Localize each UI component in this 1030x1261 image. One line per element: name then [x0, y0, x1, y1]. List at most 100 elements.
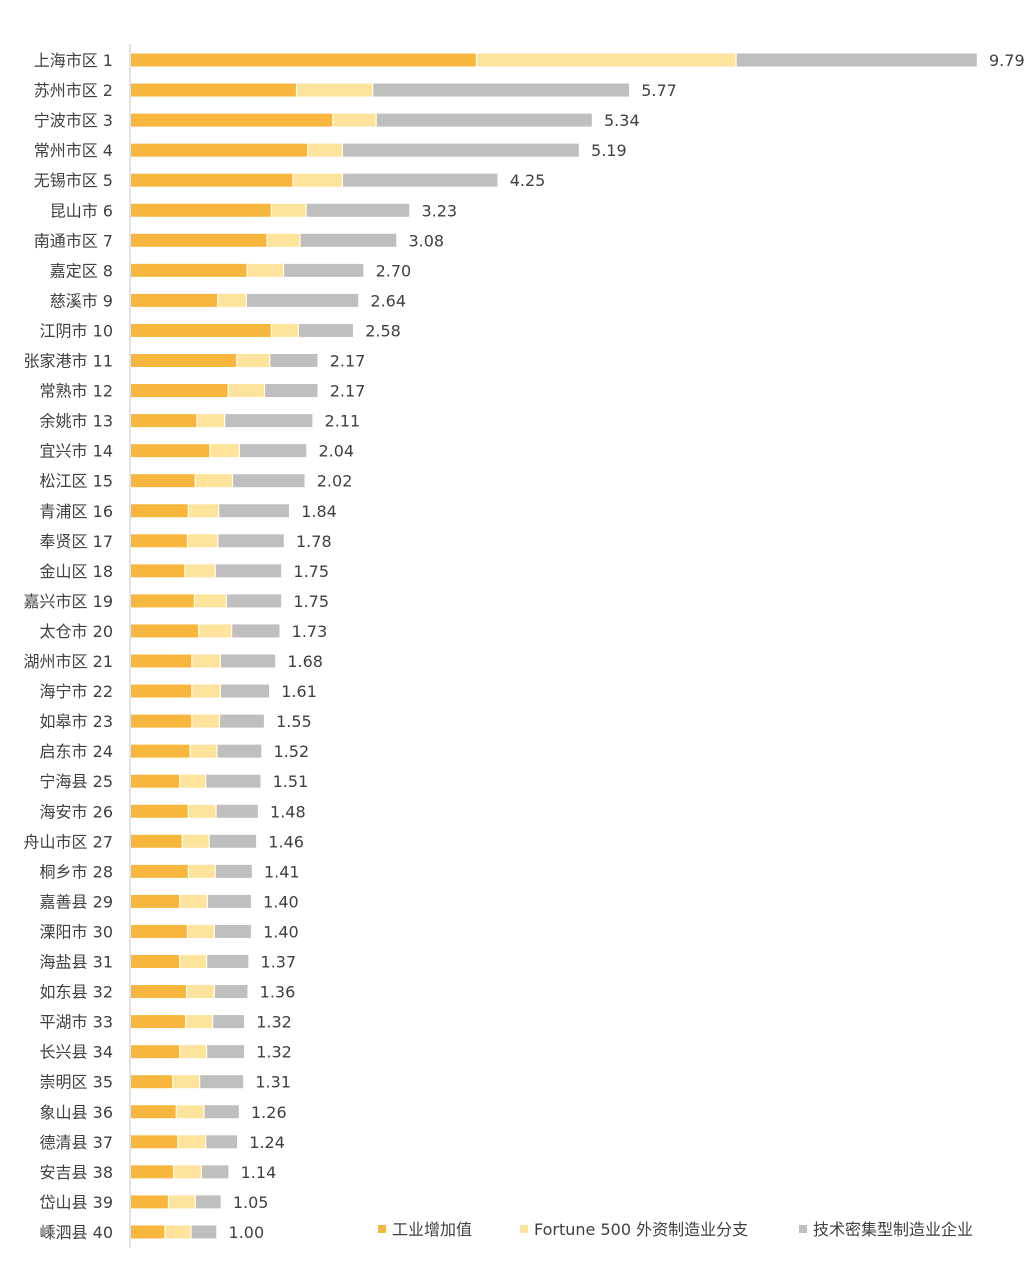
- bar-segment-series-1-row-12: [131, 384, 228, 398]
- bar-segment-series-1-row-29: [131, 894, 180, 908]
- total-value-label: 1.51: [273, 772, 309, 791]
- bar-segment-series-3-row-17: [218, 534, 284, 548]
- bar-segment-series-2-row-24: [190, 744, 217, 758]
- bar-segment-series-1-row-27: [131, 834, 182, 848]
- bar-segment-series-2-row-4: [308, 143, 342, 157]
- category-label: 宁海县 25: [40, 772, 113, 791]
- total-value-label: 2.70: [376, 261, 412, 280]
- category-label: 嘉善县 29: [40, 892, 113, 911]
- total-value-label: 1.37: [261, 953, 297, 972]
- bar-segment-series-1-row-3: [131, 113, 333, 127]
- bar-segment-series-2-row-2: [297, 83, 373, 97]
- bar-segment-series-2-row-6: [272, 203, 306, 217]
- bar-segment-series-3-row-34: [207, 1045, 244, 1059]
- bar-segment-series-1-row-35: [131, 1075, 173, 1089]
- total-value-label: 1.84: [301, 502, 337, 521]
- category-label: 慈溪市 9: [50, 291, 113, 310]
- category-label: 湖州市区 21: [24, 652, 113, 671]
- bar-segment-series-3-row-4: [342, 143, 579, 157]
- bar-segment-series-1-row-33: [131, 1015, 186, 1029]
- category-labels: 上海市区 1 苏州市区 2 宁波市区 3 常州市区 4 无锡市区 5 昆山市 6 南通市区 …: [24, 51, 113, 1242]
- bar-segment-series-2-row-36: [176, 1105, 204, 1119]
- total-value-label: 1.68: [287, 652, 323, 671]
- bar-segment-series-3-row-21: [220, 654, 276, 668]
- bar-segment-series-1-row-1: [131, 53, 476, 67]
- category-label: 张家港市 11: [24, 352, 113, 371]
- bar-segment-series-3-row-6: [306, 203, 410, 217]
- category-label: 德清县 37: [40, 1133, 113, 1152]
- bar-segment-series-2-row-25: [180, 774, 206, 788]
- total-value-label: 1.78: [296, 532, 332, 551]
- bar-segment-series-2-row-15: [195, 474, 232, 488]
- bar-segment-series-3-row-5: [342, 173, 498, 187]
- category-label: 嘉定区 8: [50, 261, 113, 280]
- bar-segment-series-1-row-4: [131, 143, 308, 157]
- bar-group: [131, 53, 977, 1239]
- category-label: 长兴县 34: [40, 1043, 113, 1062]
- bar-segment-series-3-row-9: [246, 293, 359, 307]
- bar-segment-series-3-row-1: [736, 53, 977, 67]
- bar-segment-series-3-row-37: [206, 1135, 238, 1149]
- bar-segment-series-1-row-32: [131, 985, 187, 999]
- bar-segment-series-2-row-5: [293, 173, 342, 187]
- bar-segment-series-2-row-12: [228, 384, 264, 398]
- bar-segment-series-1-row-30: [131, 924, 187, 938]
- total-value-label: 3.08: [408, 231, 444, 250]
- bar-segment-series-3-row-40: [191, 1225, 217, 1239]
- total-value-label: 1.40: [263, 922, 299, 941]
- bar-segment-series-3-row-10: [298, 323, 354, 337]
- bar-segment-series-2-row-8: [247, 263, 283, 277]
- category-label: 安吉县 38: [40, 1163, 113, 1182]
- bar-segment-series-3-row-23: [220, 714, 264, 728]
- total-value-label: 1.24: [249, 1133, 285, 1152]
- bar-segment-series-3-row-33: [213, 1015, 244, 1029]
- bar-segment-series-1-row-23: [131, 714, 192, 728]
- category-label: 如皋市 23: [40, 712, 113, 731]
- bar-segment-series-3-row-26: [216, 804, 258, 818]
- total-value-label: 1.26: [251, 1103, 287, 1122]
- bar-segment-series-2-row-21: [192, 654, 220, 668]
- bar-segment-series-1-row-19: [131, 594, 194, 608]
- bar-segment-series-2-row-40: [165, 1225, 191, 1239]
- category-label: 昆山市 6: [50, 201, 113, 220]
- category-label: 太仓市 20: [40, 622, 113, 641]
- bar-segment-series-3-row-35: [200, 1075, 244, 1089]
- bar-segment-series-1-row-38: [131, 1165, 174, 1179]
- total-value-label: 1.40: [263, 892, 299, 911]
- bar-segment-series-2-row-13: [197, 414, 225, 428]
- bar-segment-series-1-row-6: [131, 203, 271, 217]
- bar-segment-series-1-row-24: [131, 744, 190, 758]
- bar-segment-series-2-row-31: [180, 955, 206, 968]
- bar-segment-series-2-row-18: [185, 564, 215, 578]
- bar-segment-series-2-row-34: [180, 1045, 206, 1059]
- legend-label: Fortune 500 外资制造业分支: [534, 1220, 748, 1239]
- total-value-label: 2.11: [325, 412, 361, 431]
- category-label: 海盐县 31: [40, 953, 113, 972]
- category-label: 平湖市 33: [40, 1013, 113, 1032]
- bar-segment-series-2-row-17: [188, 534, 218, 548]
- bar-segment-series-1-row-17: [131, 534, 187, 548]
- bar-segment-series-2-row-33: [186, 1015, 212, 1029]
- bar-segment-series-2-row-9: [218, 293, 246, 307]
- bar-segment-series-3-row-32: [214, 985, 248, 999]
- category-label: 崇明区 35: [40, 1073, 113, 1092]
- legend-swatch: [378, 1225, 386, 1233]
- bar-segment-series-2-row-22: [192, 684, 220, 698]
- category-label: 嵊泗县 40: [40, 1223, 113, 1242]
- bar-segment-series-3-row-12: [265, 384, 318, 398]
- total-value-label: 2.58: [365, 321, 401, 340]
- bar-segment-series-3-row-18: [215, 564, 282, 578]
- bar-segment-series-2-row-39: [169, 1195, 195, 1209]
- bar-segment-series-1-row-15: [131, 474, 195, 488]
- bar-segment-series-2-row-29: [180, 894, 207, 908]
- total-value-label: 1.55: [276, 712, 312, 731]
- category-label: 奉贤区 17: [40, 532, 113, 551]
- bar-segment-series-1-row-20: [131, 624, 199, 638]
- total-value-label: 1.36: [260, 983, 296, 1002]
- bar-segment-series-3-row-20: [232, 624, 280, 638]
- total-value-label: 1.00: [229, 1223, 265, 1242]
- total-value-label: 1.41: [264, 862, 300, 881]
- bar-segment-series-2-row-27: [182, 834, 209, 848]
- bar-segment-series-1-row-25: [131, 774, 180, 788]
- bar-segment-series-1-row-28: [131, 864, 188, 878]
